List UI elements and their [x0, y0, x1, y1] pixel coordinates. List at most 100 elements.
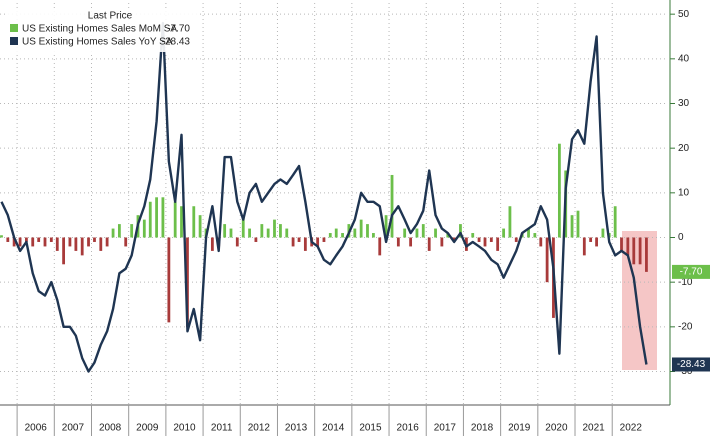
x-tick-label: 2007	[62, 423, 85, 434]
bar	[74, 237, 78, 251]
bar	[99, 237, 103, 251]
bar	[557, 143, 561, 238]
bar	[0, 235, 3, 238]
last-value-box	[672, 264, 710, 279]
bar	[87, 237, 90, 247]
bar	[514, 237, 518, 242]
bar	[545, 237, 549, 283]
bar	[613, 206, 617, 238]
bar	[260, 224, 264, 238]
bar	[645, 237, 648, 272]
last-value-label: -28.43	[677, 359, 706, 370]
y-tick-label: -20	[678, 321, 693, 332]
bar	[210, 237, 214, 251]
bar	[62, 237, 66, 265]
x-tick-label: 2019	[508, 423, 531, 434]
x-tick-label: 2021	[582, 423, 605, 434]
bar	[446, 233, 450, 238]
legend: Last Price US Existing Homes Sales MoM S…	[5, 8, 197, 52]
bar	[353, 228, 357, 238]
bar	[285, 228, 289, 238]
bar	[18, 237, 22, 247]
bar	[80, 237, 84, 256]
bar	[620, 237, 623, 251]
bar	[322, 237, 326, 242]
bar	[496, 237, 500, 251]
x-tick-label: 2015	[359, 423, 382, 434]
bar	[415, 228, 419, 238]
bar	[359, 219, 363, 238]
bar	[248, 228, 251, 238]
bar	[167, 237, 171, 323]
bar	[223, 224, 227, 238]
bar	[595, 237, 598, 247]
legend-swatch	[10, 24, 18, 32]
bar	[31, 237, 35, 247]
bar	[229, 228, 233, 238]
legend-swatch	[10, 37, 18, 45]
y-tick-label: 30	[678, 98, 690, 109]
last-value-box	[672, 357, 710, 372]
bar	[390, 174, 394, 238]
legend-value: -28.43	[162, 37, 191, 48]
bar	[68, 237, 72, 247]
bar	[297, 237, 301, 242]
legend-label: US Existing Homes Sales MoM SA	[22, 24, 177, 35]
bar	[396, 237, 400, 247]
bar	[266, 228, 270, 238]
bar	[440, 237, 444, 247]
y-tick-label: 20	[678, 143, 690, 154]
legend-value: -7.70	[167, 24, 190, 35]
bar	[378, 237, 382, 256]
legend-title: Last Price	[88, 11, 133, 22]
y-tick-label: -10	[678, 277, 693, 288]
bar	[198, 215, 202, 238]
bar	[372, 233, 375, 238]
bar	[55, 237, 59, 251]
bar	[235, 237, 239, 247]
x-tick-label: 2011	[211, 423, 233, 434]
bar	[632, 237, 636, 265]
y-tick-label: 40	[678, 53, 690, 64]
bar	[316, 237, 320, 247]
bar	[155, 197, 158, 238]
bar	[409, 237, 413, 247]
line	[0, 21, 648, 373]
x-tick-label: 2008	[99, 423, 122, 434]
bar	[471, 233, 475, 238]
bar	[502, 228, 506, 238]
bar	[527, 228, 530, 238]
x-tick-label: 2006	[25, 423, 48, 434]
x-tick-label: 2017	[434, 423, 457, 434]
bar	[570, 215, 574, 238]
bar	[173, 201, 177, 238]
bar	[279, 224, 282, 238]
bar	[638, 237, 642, 265]
bar	[117, 224, 121, 238]
bar	[341, 233, 344, 238]
bar	[508, 206, 512, 238]
bar	[489, 237, 493, 242]
bar	[12, 237, 16, 247]
bar	[452, 237, 456, 242]
bar	[334, 228, 338, 238]
bar	[93, 237, 96, 242]
bar	[273, 219, 276, 238]
bar	[434, 228, 437, 238]
bar	[130, 224, 134, 238]
x-tick-label: 2022	[620, 423, 643, 434]
bar	[582, 237, 586, 256]
x-tick-label: 2018	[471, 423, 494, 434]
bar	[533, 233, 537, 238]
y-tick-label: -30	[678, 366, 693, 377]
bar	[124, 237, 128, 247]
bar	[105, 237, 109, 247]
bar	[459, 224, 462, 238]
bar	[180, 206, 183, 238]
bar	[254, 237, 258, 242]
x-tick-label: 2014	[322, 423, 345, 434]
bar	[403, 228, 407, 238]
bar	[601, 228, 605, 238]
